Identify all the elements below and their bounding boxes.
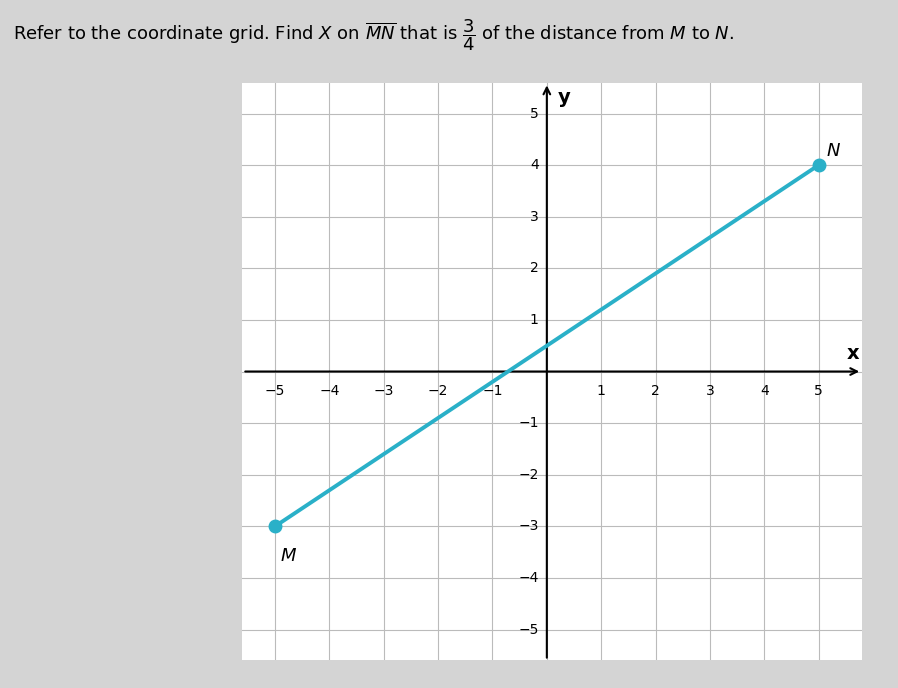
Text: 4: 4 — [760, 385, 769, 398]
Text: 1: 1 — [597, 385, 605, 398]
Text: 2: 2 — [530, 261, 539, 275]
Text: 3: 3 — [706, 385, 714, 398]
Text: 5: 5 — [530, 107, 539, 120]
Text: −5: −5 — [265, 385, 286, 398]
Text: x: x — [847, 344, 859, 363]
Text: N: N — [827, 142, 841, 160]
Text: Refer to the coordinate grid. Find $X$ on $\overline{MN}$ that is $\dfrac{3}{4}$: Refer to the coordinate grid. Find $X$ o… — [13, 17, 735, 53]
Text: 5: 5 — [814, 385, 823, 398]
Text: 1: 1 — [530, 313, 539, 327]
Text: −1: −1 — [518, 416, 539, 430]
Text: M: M — [280, 547, 296, 565]
Text: −3: −3 — [518, 519, 539, 533]
Text: −2: −2 — [518, 468, 539, 482]
Text: y: y — [558, 87, 570, 107]
Text: −2: −2 — [428, 385, 448, 398]
Text: −4: −4 — [319, 385, 339, 398]
Text: −5: −5 — [518, 623, 539, 636]
Text: 4: 4 — [530, 158, 539, 172]
Text: −3: −3 — [374, 385, 394, 398]
Text: −1: −1 — [482, 385, 503, 398]
Text: 2: 2 — [651, 385, 660, 398]
Text: −4: −4 — [518, 571, 539, 585]
Text: 3: 3 — [530, 210, 539, 224]
